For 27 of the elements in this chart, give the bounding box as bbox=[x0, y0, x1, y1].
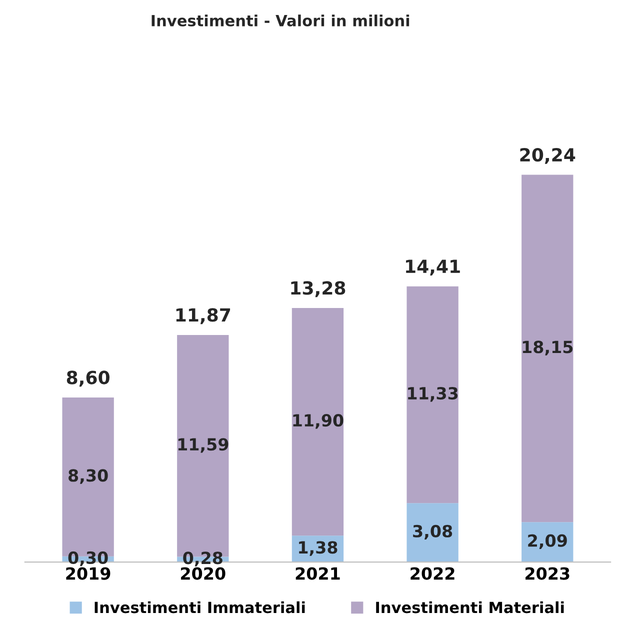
bar bbox=[292, 308, 344, 536]
data-label: 0,30 bbox=[68, 551, 108, 566]
x-tick-label: 2022 bbox=[410, 567, 454, 580]
x-tick-label: 2019 bbox=[66, 567, 110, 580]
legend-label: Investimenti Materiali bbox=[376, 601, 564, 614]
total-label: 11,87 bbox=[176, 308, 230, 324]
data-label: 18,15 bbox=[522, 340, 573, 356]
data-label: 8,30 bbox=[68, 469, 108, 484]
data-label: 0,28 bbox=[183, 552, 222, 566]
total-label: 14,41 bbox=[406, 260, 460, 276]
data-label: 11,33 bbox=[408, 386, 458, 402]
legend-label: Investimenti Immateriali bbox=[94, 601, 305, 614]
bar bbox=[406, 286, 458, 504]
x-tick-label: 2020 bbox=[181, 567, 226, 580]
bar bbox=[522, 174, 574, 522]
total-label: 13,28 bbox=[291, 281, 346, 298]
x-tick-label: 2023 bbox=[526, 567, 570, 580]
bar bbox=[406, 503, 458, 562]
data-label: 11,59 bbox=[178, 438, 228, 453]
data-label: 1,38 bbox=[299, 541, 338, 556]
total-label: 20,24 bbox=[520, 148, 576, 164]
data-label: 2,09 bbox=[528, 534, 567, 550]
chart-title: Investimenti - Valori in milioni bbox=[152, 14, 410, 26]
data-label: 3,08 bbox=[413, 524, 452, 540]
x-tick-label: 2021 bbox=[296, 567, 340, 580]
total-label: 8,60 bbox=[66, 370, 110, 387]
data-label: 11,90 bbox=[293, 414, 344, 429]
